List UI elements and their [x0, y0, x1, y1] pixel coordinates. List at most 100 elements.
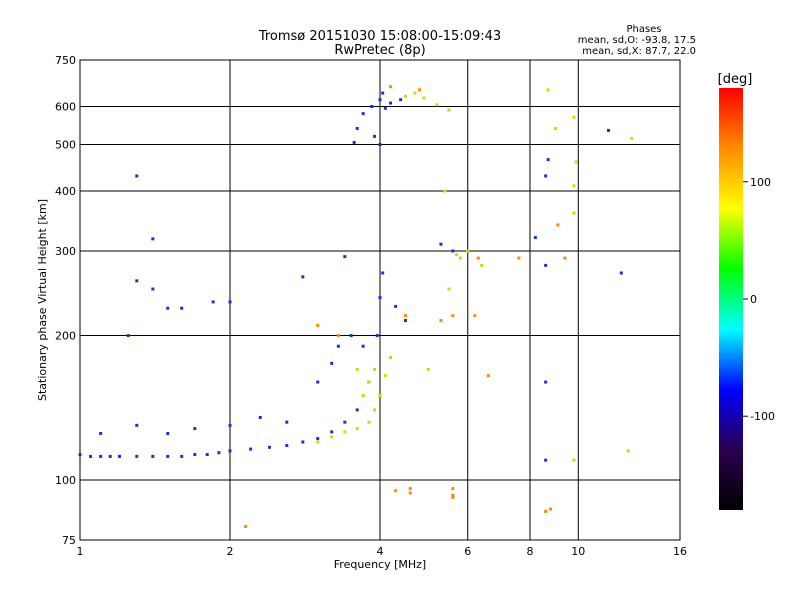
- data-point: [389, 101, 393, 105]
- data-point: [316, 380, 320, 384]
- data-point: [373, 134, 377, 138]
- data-point: [572, 458, 576, 462]
- data-point: [549, 507, 553, 511]
- y-tick-label: 500: [55, 139, 76, 152]
- x-axis-label: Frequency [MHz]: [334, 558, 426, 571]
- y-tick-label: 600: [55, 101, 76, 114]
- data-point: [378, 98, 382, 102]
- data-point: [455, 253, 459, 257]
- data-point: [451, 487, 455, 491]
- data-point: [367, 380, 371, 384]
- data-point: [135, 174, 139, 178]
- data-point: [399, 98, 403, 102]
- data-point: [367, 420, 371, 424]
- data-point: [458, 256, 462, 260]
- data-point: [330, 435, 334, 439]
- data-point: [439, 318, 443, 322]
- x-tick-label: 2: [227, 545, 234, 558]
- data-point: [378, 394, 382, 398]
- data-point: [546, 158, 550, 162]
- data-point: [381, 91, 385, 95]
- data-point: [426, 367, 430, 371]
- data-point: [544, 509, 548, 513]
- data-point: [572, 115, 576, 119]
- data-point: [361, 394, 365, 398]
- data-point: [135, 423, 139, 427]
- data-point: [480, 263, 484, 267]
- data-point: [166, 306, 170, 310]
- data-point: [166, 454, 170, 458]
- data-point: [394, 489, 398, 493]
- data-point: [228, 300, 232, 304]
- x-tick-label: 1: [77, 545, 84, 558]
- data-point: [89, 454, 93, 458]
- data-point: [447, 108, 451, 112]
- data-point: [443, 189, 447, 193]
- data-point: [626, 449, 630, 453]
- data-point: [553, 126, 557, 130]
- data-point: [394, 304, 398, 308]
- data-point: [574, 160, 578, 164]
- data-point: [403, 94, 407, 98]
- x-tick-labels: 1 2 4 6 8 10 16: [77, 545, 688, 558]
- data-point: [180, 306, 184, 310]
- data-point: [439, 242, 443, 246]
- data-point: [352, 140, 356, 144]
- data-point: [99, 454, 103, 458]
- data-point: [389, 85, 393, 89]
- data-point: [408, 487, 412, 491]
- data-point: [301, 275, 305, 279]
- data-point: [451, 493, 455, 497]
- colorbar-label: [deg]: [718, 72, 753, 87]
- data-point: [285, 420, 289, 424]
- data-point: [355, 367, 359, 371]
- data-point: [544, 263, 548, 267]
- data-point: [355, 427, 359, 431]
- data-point: [135, 279, 139, 283]
- data-point: [417, 88, 421, 92]
- data-point: [486, 374, 490, 378]
- data-point: [316, 437, 320, 441]
- phases-heading: Phases: [626, 24, 661, 35]
- data-point: [108, 454, 112, 458]
- x-tick-label: 8: [527, 545, 534, 558]
- data-point: [572, 211, 576, 215]
- y-tick-labels: 75 100 200 300 400 500 600 750: [55, 54, 76, 547]
- x-tick-label: 16: [673, 545, 687, 558]
- phases-o-stats: mean, sd,O: -93.8, 17.5: [578, 35, 696, 46]
- y-tick-label: 300: [55, 245, 76, 258]
- data-point: [451, 495, 455, 499]
- data-point: [126, 334, 130, 338]
- data-point: [336, 334, 340, 338]
- data-point: [466, 249, 470, 253]
- data-point: [117, 454, 121, 458]
- data-point: [244, 525, 248, 529]
- data-point: [375, 334, 379, 338]
- y-tick-label: 75: [62, 534, 76, 547]
- data-point: [378, 296, 382, 300]
- data-point: [343, 255, 347, 259]
- data-point: [563, 256, 567, 260]
- data-point: [447, 287, 451, 291]
- y-tick-label: 100: [55, 474, 76, 487]
- x-tick-label: 10: [571, 545, 585, 558]
- data-point: [544, 174, 548, 178]
- data-point: [556, 223, 560, 227]
- data-point: [572, 184, 576, 188]
- data-point: [343, 420, 347, 424]
- data-point: [546, 88, 550, 92]
- y-axis-label: Stationary phase Virtual Height [km]: [36, 199, 49, 401]
- data-point: [193, 453, 197, 457]
- colorbar-ticks: 100 0 -100: [743, 176, 775, 423]
- colorbar-tick-label: 0: [750, 293, 757, 306]
- y-tick-label: 400: [55, 185, 76, 198]
- chart-subtitle: RwPretec (8p): [334, 43, 425, 58]
- data-point: [422, 96, 426, 100]
- data-point: [343, 430, 347, 434]
- data-point: [413, 91, 417, 95]
- data-point: [316, 323, 320, 327]
- data-point: [135, 454, 139, 458]
- data-point: [211, 300, 215, 304]
- data-point: [408, 491, 412, 495]
